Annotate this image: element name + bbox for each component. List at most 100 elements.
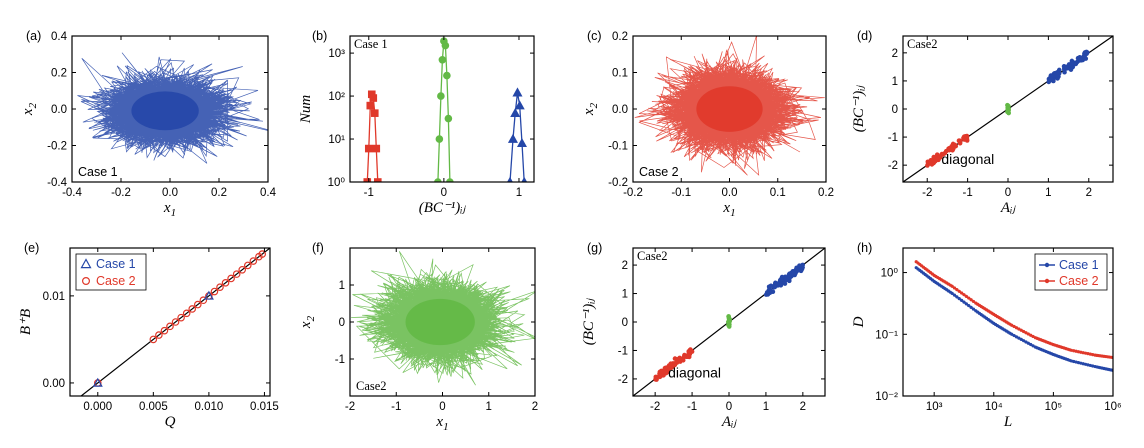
data-point — [507, 133, 518, 143]
x-tick-label: 0 — [1005, 187, 1011, 199]
y-tick-label: 0 — [622, 317, 628, 329]
panel-a-trajectory — [77, 52, 268, 164]
data-point — [364, 144, 373, 153]
y-tick-label: 1 — [622, 289, 628, 301]
data-point — [967, 296, 971, 300]
case2-point — [243, 261, 252, 270]
data-point — [373, 178, 382, 182]
data-point — [369, 94, 378, 102]
data-point — [1029, 333, 1033, 337]
y-axis-label: B⁺B — [18, 309, 34, 335]
case1-point — [92, 377, 103, 387]
data-point — [960, 298, 964, 302]
case2-point — [221, 279, 230, 287]
case1-point — [203, 290, 214, 300]
x-tick-label: 0.015 — [250, 401, 279, 413]
panel-label: (c) — [587, 29, 602, 43]
data-point — [795, 267, 801, 273]
x-tick-label: 0 — [439, 401, 445, 413]
data-point — [971, 299, 976, 304]
data-point — [510, 107, 521, 117]
data-point — [783, 277, 789, 283]
y-tick-label: -1 — [335, 354, 345, 366]
x-tick-label: -1 — [687, 401, 697, 413]
y-axis-label-sub: 2 — [27, 102, 39, 108]
y-axis-label: D — [851, 316, 867, 328]
data-point — [1084, 50, 1089, 56]
data-point — [955, 288, 959, 292]
data-point — [1068, 67, 1074, 72]
data-point — [768, 283, 774, 289]
data-point — [1014, 335, 1019, 339]
y-tick-label: 1 — [339, 280, 345, 292]
plot-frame — [349, 35, 535, 183]
case2-point — [258, 250, 267, 258]
data-point — [1017, 327, 1021, 331]
x-tick-label: 0.0 — [162, 187, 178, 199]
data-point — [1031, 334, 1035, 339]
data-point — [1076, 350, 1081, 354]
x-tick-label: -0.1 — [671, 187, 691, 199]
x-tick-label: 10⁴ — [985, 401, 1003, 413]
panel-e-axes: 0.000 0.005 0.010 0.015 0.00 0.01 (e) Q B⁺B — [18, 241, 279, 430]
data-point — [969, 305, 973, 309]
x-axis-label-sub: 1 — [443, 421, 449, 433]
data-point — [1074, 349, 1078, 353]
case2-point — [249, 257, 258, 265]
case2-point — [193, 300, 202, 309]
data-point — [443, 71, 451, 80]
x-tick-label: 0.2 — [211, 187, 227, 199]
x-tick-label: -2 — [345, 401, 355, 413]
data-point — [677, 355, 682, 361]
case-label: Case2 — [907, 37, 938, 51]
data-point — [441, 41, 450, 50]
data-point — [1069, 60, 1075, 66]
data-point — [370, 109, 379, 117]
y-tick-label: 10³ — [328, 48, 345, 60]
identity-line — [80, 248, 270, 396]
x-tick-label: 0.0 — [722, 187, 738, 199]
legend-marker — [1044, 278, 1050, 284]
data-point — [957, 138, 962, 143]
y-axis-label: x2 — [298, 315, 317, 329]
panel-d-axes: -2 -1 0 1 2 -2 -1 0 1 2 (d) Aᵢⱼ (BC⁻¹)ᵢⱼ — [851, 29, 1114, 216]
data-point — [950, 284, 954, 288]
x-tick-label: -0.2 — [111, 187, 131, 199]
case2-point — [210, 287, 219, 296]
data-point — [782, 281, 788, 286]
case2-point — [171, 318, 180, 326]
case-label: Case 1 — [78, 165, 118, 179]
data-point — [797, 263, 802, 268]
data-point — [957, 289, 961, 293]
x-tick-label: -0.4 — [62, 187, 82, 199]
y-tick-label: 0.00 — [43, 378, 65, 390]
data-point — [947, 146, 953, 152]
plot-frame — [902, 247, 1114, 397]
data-point — [957, 297, 961, 301]
data-point — [1014, 326, 1019, 330]
case2-point — [188, 305, 197, 313]
case2-point — [160, 326, 169, 335]
data-point — [971, 307, 976, 311]
panel-label: (h) — [857, 241, 872, 255]
panel-label: (a) — [26, 29, 41, 43]
data-point — [1021, 339, 1026, 343]
data-point — [1063, 64, 1069, 70]
data-point — [1010, 323, 1014, 327]
data-point — [969, 298, 973, 302]
y-tick-label: 0.2 — [612, 31, 628, 43]
data-point — [668, 361, 674, 367]
y-axis-label: Num — [298, 95, 314, 125]
y-tick-label: 10⁻¹ — [875, 329, 898, 341]
panel-e-fit — [80, 248, 270, 396]
x-tick-label: -1 — [962, 187, 972, 199]
legend-label-case1: Case 1 — [96, 257, 136, 271]
x-tick-label: -2 — [650, 401, 660, 413]
y-tick-label: 0.0 — [51, 104, 67, 116]
y-tick-label: 1 — [892, 76, 898, 88]
data-point — [514, 100, 525, 110]
y-tick-label: 10² — [328, 91, 345, 103]
panel-label: (b) — [312, 29, 327, 43]
y-tick-label: 0.01 — [43, 291, 65, 303]
y-tick-label: 2 — [892, 48, 898, 60]
